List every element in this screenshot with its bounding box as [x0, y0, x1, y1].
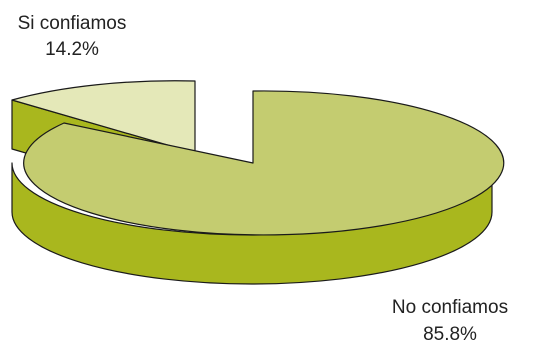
si-confiamos-label: Si confiamos: [18, 13, 127, 34]
slice-si-confiamos: [11, 80, 196, 154]
no-confiamos-label: No confiamos: [392, 297, 508, 318]
slice-tops: [11, 80, 505, 236]
no-confiamos-value: 85.8%: [423, 324, 477, 345]
slice-labels: Si confiamos 14.2% No confiamos 85.8%: [18, 13, 508, 345]
slice-no-confiamos: [23, 90, 505, 236]
no-slice-side-wall: [11, 162, 493, 285]
si-confiamos-value: 14.2%: [45, 39, 99, 60]
